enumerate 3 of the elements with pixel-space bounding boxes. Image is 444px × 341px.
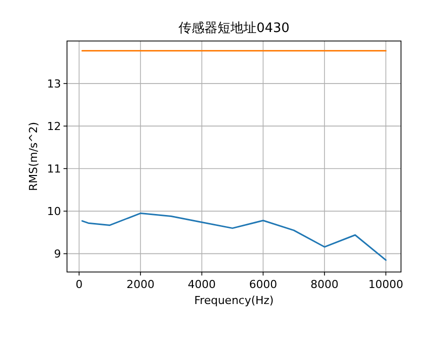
- xlabel: Frequency(Hz): [194, 294, 274, 307]
- ylabel: RMS(m/s^2): [27, 122, 40, 192]
- title: 传感器短地址0430: [178, 21, 290, 36]
